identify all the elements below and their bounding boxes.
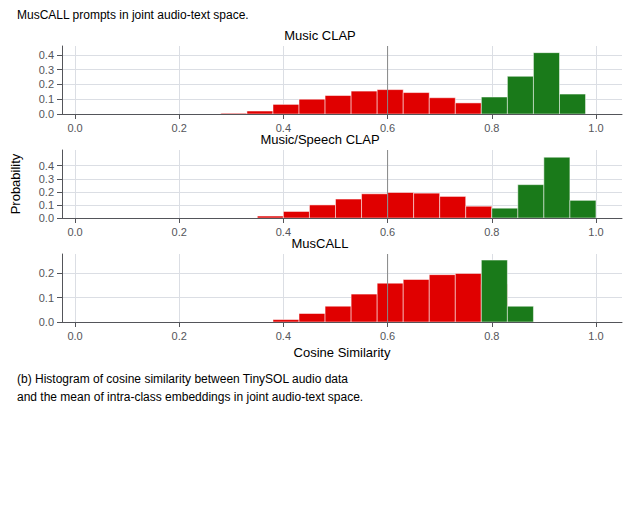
- svg-text:0.6: 0.6: [380, 330, 395, 342]
- svg-text:0.6: 0.6: [380, 122, 395, 134]
- svg-text:0.0: 0.0: [67, 330, 82, 342]
- svg-text:0.1: 0.1: [39, 93, 54, 105]
- svg-text:0.2: 0.2: [39, 78, 54, 90]
- svg-text:0.8: 0.8: [484, 226, 499, 238]
- svg-text:0.2: 0.2: [39, 186, 54, 198]
- svg-text:0.4: 0.4: [39, 49, 54, 61]
- svg-text:and the mean of intra-class em: and the mean of intra-class embeddings i…: [17, 390, 363, 404]
- svg-text:MusCALL: MusCALL: [291, 236, 348, 251]
- svg-text:0.0: 0.0: [67, 122, 82, 134]
- svg-text:0.6: 0.6: [380, 226, 395, 238]
- svg-text:0.3: 0.3: [39, 173, 54, 185]
- svg-text:0.2: 0.2: [172, 122, 187, 134]
- svg-text:0.0: 0.0: [39, 212, 54, 224]
- svg-text:0.2: 0.2: [172, 330, 187, 342]
- svg-text:0.0: 0.0: [39, 108, 54, 120]
- svg-text:0.4: 0.4: [275, 121, 291, 134]
- svg-text:0.4: 0.4: [39, 160, 54, 172]
- svg-text:0.2: 0.2: [172, 226, 187, 238]
- svg-text:0.2: 0.2: [39, 267, 54, 279]
- svg-text:0.4: 0.4: [276, 226, 291, 238]
- svg-text:Cosine Similarity: Cosine Similarity: [294, 345, 391, 360]
- svg-text:0.0: 0.0: [39, 316, 54, 328]
- svg-text:0.0: 0.0: [67, 226, 82, 238]
- svg-text:0.1: 0.1: [39, 199, 54, 211]
- svg-text:1.0: 1.0: [588, 122, 603, 134]
- svg-text:Probability: Probability: [8, 153, 23, 214]
- svg-text:MusCALL prompts in joint audio: MusCALL prompts in joint audio-text spac…: [17, 8, 249, 22]
- svg-text:0.8: 0.8: [484, 122, 499, 134]
- svg-text:0.8: 0.8: [484, 330, 499, 342]
- svg-text:0.4: 0.4: [276, 330, 291, 342]
- svg-text:1.0: 1.0: [588, 330, 603, 342]
- svg-text:Music CLAP: Music CLAP: [284, 28, 356, 43]
- svg-text:0.1: 0.1: [39, 292, 54, 304]
- svg-text:Music/Speech CLAP: Music/Speech CLAP: [260, 132, 379, 147]
- svg-text:(b) Histogram of cosine simila: (b) Histogram of cosine similarity betwe…: [17, 372, 348, 386]
- svg-text:1.0: 1.0: [588, 226, 603, 238]
- svg-text:0.3: 0.3: [39, 64, 54, 76]
